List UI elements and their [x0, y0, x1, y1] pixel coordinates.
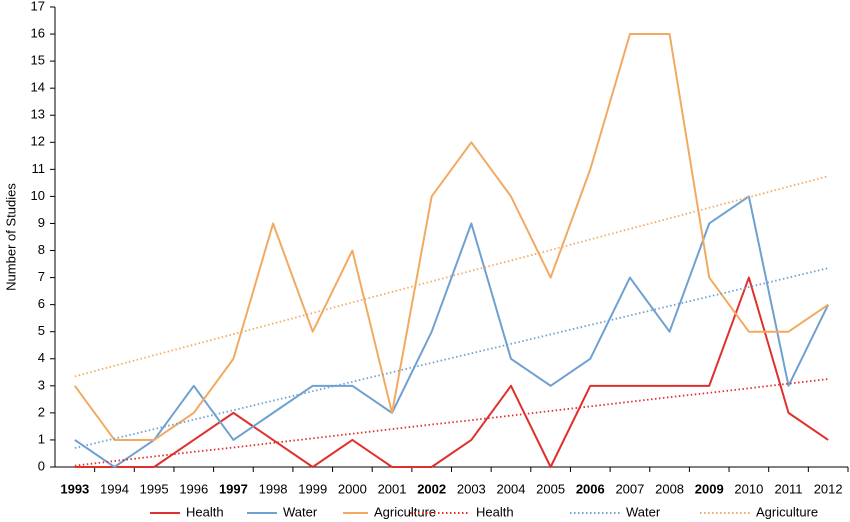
x-tick-label: 2005 — [536, 481, 565, 496]
x-tick-label: 2011 — [775, 481, 803, 496]
y-tick-label: 11 — [32, 161, 46, 176]
series-line — [74, 33, 829, 441]
x-tick-label: 2000 — [338, 481, 367, 496]
x-tick-label: 2007 — [615, 481, 644, 496]
x-tick-label: 2009 — [695, 481, 724, 496]
y-tick-label: 0 — [38, 458, 45, 473]
legend-label: Agriculture — [756, 504, 818, 519]
y-tick-label: 4 — [38, 350, 45, 365]
x-tick-label: 2001 — [378, 481, 407, 496]
y-tick-label: 13 — [31, 107, 45, 122]
y-tick-label: 1 — [38, 431, 45, 446]
x-tick-label: 1998 — [259, 481, 288, 496]
y-tick-label: 16 — [31, 25, 45, 40]
x-tick-label: 1997 — [219, 481, 248, 496]
x-tick-label: 1999 — [298, 481, 327, 496]
y-tick-label: 8 — [38, 242, 45, 257]
x-tick-label: 2012 — [814, 481, 843, 496]
legend-label: Health — [186, 504, 224, 519]
x-tick-label: 2006 — [576, 481, 605, 496]
y-tick-label: 6 — [38, 296, 45, 311]
y-tick-label: 12 — [31, 134, 45, 149]
x-tick-label: 1993 — [60, 481, 89, 496]
x-tick-label: 2003 — [457, 481, 486, 496]
series-line — [74, 195, 830, 468]
y-tick-label: 5 — [38, 323, 45, 338]
series-line — [74, 276, 829, 468]
x-tick-label: 2008 — [655, 481, 684, 496]
y-tick-label: 9 — [38, 215, 45, 230]
legend-label: Water — [283, 504, 318, 519]
y-tick-label: 7 — [38, 269, 45, 284]
x-tick-label: 1995 — [140, 481, 169, 496]
y-axis-label: Number of Studies — [3, 183, 18, 291]
legend-label: Water — [626, 504, 661, 519]
legend-label: Agriculture — [374, 504, 436, 519]
x-tick-label: 1996 — [179, 481, 208, 496]
y-tick-label: 17 — [31, 0, 45, 13]
y-tick-label: 3 — [38, 377, 45, 392]
x-tick-label: 1994 — [100, 481, 129, 496]
legend-label: Health — [476, 504, 514, 519]
y-tick-label: 14 — [31, 80, 45, 95]
x-tick-label: 2002 — [417, 481, 446, 496]
series-line — [74, 267, 829, 449]
y-tick-label: 15 — [31, 53, 45, 68]
y-tick-label: 2 — [38, 404, 45, 419]
x-tick-label: 2010 — [734, 481, 763, 496]
x-tick-label: 2004 — [497, 481, 526, 496]
y-tick-label: 10 — [31, 188, 45, 203]
